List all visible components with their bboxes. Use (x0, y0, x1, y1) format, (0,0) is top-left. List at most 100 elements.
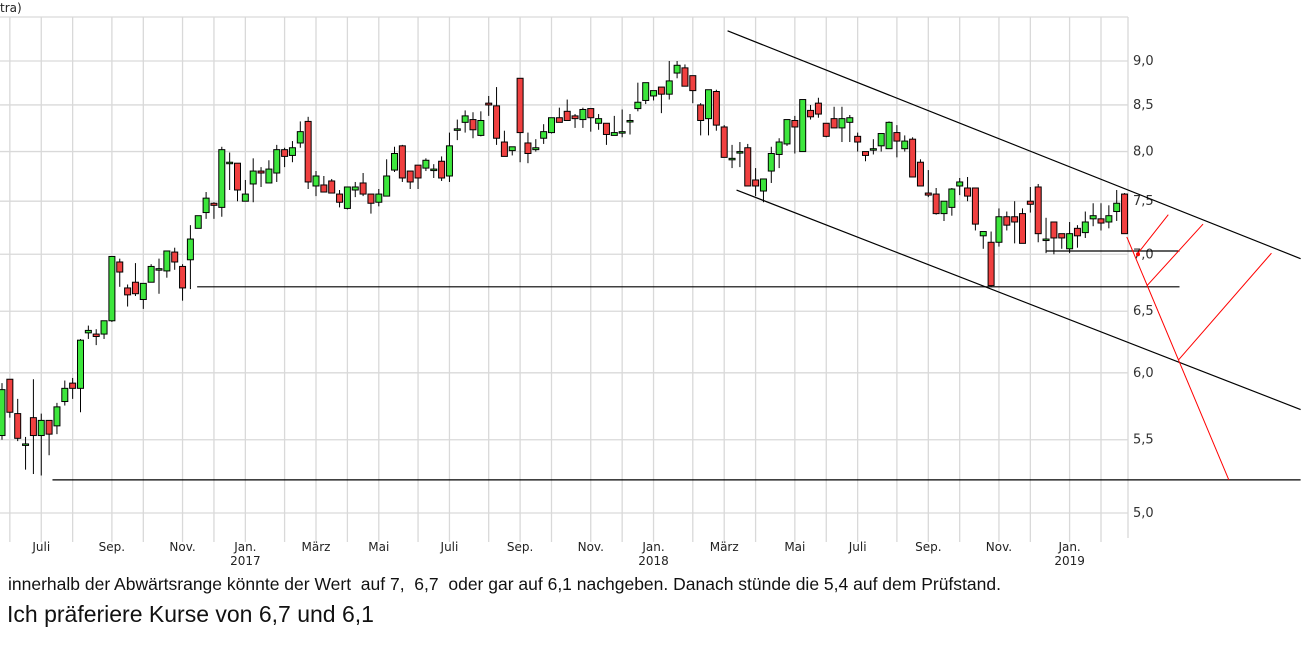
chart-corner-label: tra) (0, 1, 22, 15)
candle-body (351, 186, 359, 191)
candle-body (194, 215, 202, 229)
candle (336, 190, 344, 208)
candle-body (445, 145, 453, 177)
candle (312, 171, 320, 197)
candle (1089, 203, 1097, 227)
candle (453, 119, 461, 141)
candle (108, 255, 116, 322)
candle (422, 158, 430, 172)
candle (485, 95, 493, 116)
candle-body (555, 117, 563, 123)
projection-line (1126, 236, 1230, 481)
candle-body (767, 153, 775, 172)
candle (540, 124, 548, 144)
candle (194, 215, 202, 229)
candle (681, 64, 689, 87)
candle (92, 329, 100, 346)
candle (814, 97, 822, 118)
candle (234, 162, 241, 202)
candle-body (37, 419, 45, 437)
candle (987, 231, 995, 287)
candle-body (642, 82, 650, 101)
candle (650, 90, 658, 101)
candle-body (14, 413, 22, 439)
candle (29, 379, 37, 475)
candle (877, 133, 885, 152)
candle-body (720, 126, 728, 158)
candle-body (854, 135, 862, 143)
candle-body (846, 117, 854, 123)
x-tick-label: Nov. (169, 540, 195, 554)
candle-body (869, 148, 877, 151)
candle (257, 167, 265, 187)
candle (571, 114, 579, 128)
candle (226, 152, 234, 191)
candle-body (956, 181, 964, 187)
candle-body (1066, 233, 1074, 250)
candle-body (971, 187, 979, 225)
candle-body (901, 140, 909, 150)
candle-body (783, 119, 791, 145)
candle (124, 284, 132, 307)
candle (445, 132, 453, 182)
candle-body (1026, 200, 1034, 205)
candle-body (602, 122, 610, 135)
candle-body (1034, 186, 1042, 235)
candle-body (1050, 221, 1058, 239)
candle-body (657, 86, 665, 95)
candle (351, 181, 359, 198)
trend-lines (52, 30, 1301, 481)
candle (320, 175, 328, 193)
candle-body (92, 333, 100, 338)
channel-upper-line (727, 30, 1301, 260)
candle-body (595, 118, 603, 124)
candle-body (508, 146, 516, 152)
candle (1050, 221, 1058, 255)
candle-body (186, 238, 194, 261)
candle-body (791, 119, 799, 128)
candle (398, 144, 406, 182)
candle-body (265, 168, 273, 184)
candle-body (665, 80, 673, 95)
candle-body (406, 170, 414, 183)
candle (414, 164, 422, 189)
candle-body (1113, 202, 1121, 213)
candle (265, 160, 273, 184)
candle-body (281, 149, 289, 157)
candle-body (493, 105, 501, 139)
candle-body (61, 387, 69, 403)
candle (783, 119, 791, 146)
candle (862, 151, 869, 162)
candle (147, 264, 155, 283)
candle (642, 82, 650, 105)
candle-body (500, 141, 508, 157)
candle (744, 143, 752, 187)
candle-body (422, 159, 430, 169)
candle-body (288, 147, 296, 156)
candle-body (312, 175, 320, 187)
candle-body (1097, 218, 1105, 224)
candle (383, 159, 391, 197)
candle (964, 176, 972, 202)
candle (1019, 208, 1026, 244)
candle-body (814, 102, 822, 115)
candle-body (469, 119, 477, 131)
candle-body (571, 115, 579, 120)
candle-body (1011, 216, 1019, 223)
candle-body (108, 255, 116, 322)
candle-body (1081, 221, 1089, 234)
x-year-label: 2017 (230, 554, 261, 568)
candle (304, 116, 312, 189)
candle-body (84, 329, 92, 334)
candle (940, 200, 948, 221)
candle (367, 193, 375, 214)
candle (0, 383, 6, 440)
candle-body (124, 287, 132, 296)
candle-body (885, 121, 893, 150)
candle-body (391, 153, 398, 171)
candle (728, 144, 736, 169)
projection-line (1137, 214, 1169, 254)
candle-body (155, 268, 163, 271)
candle-body (1073, 227, 1081, 237)
